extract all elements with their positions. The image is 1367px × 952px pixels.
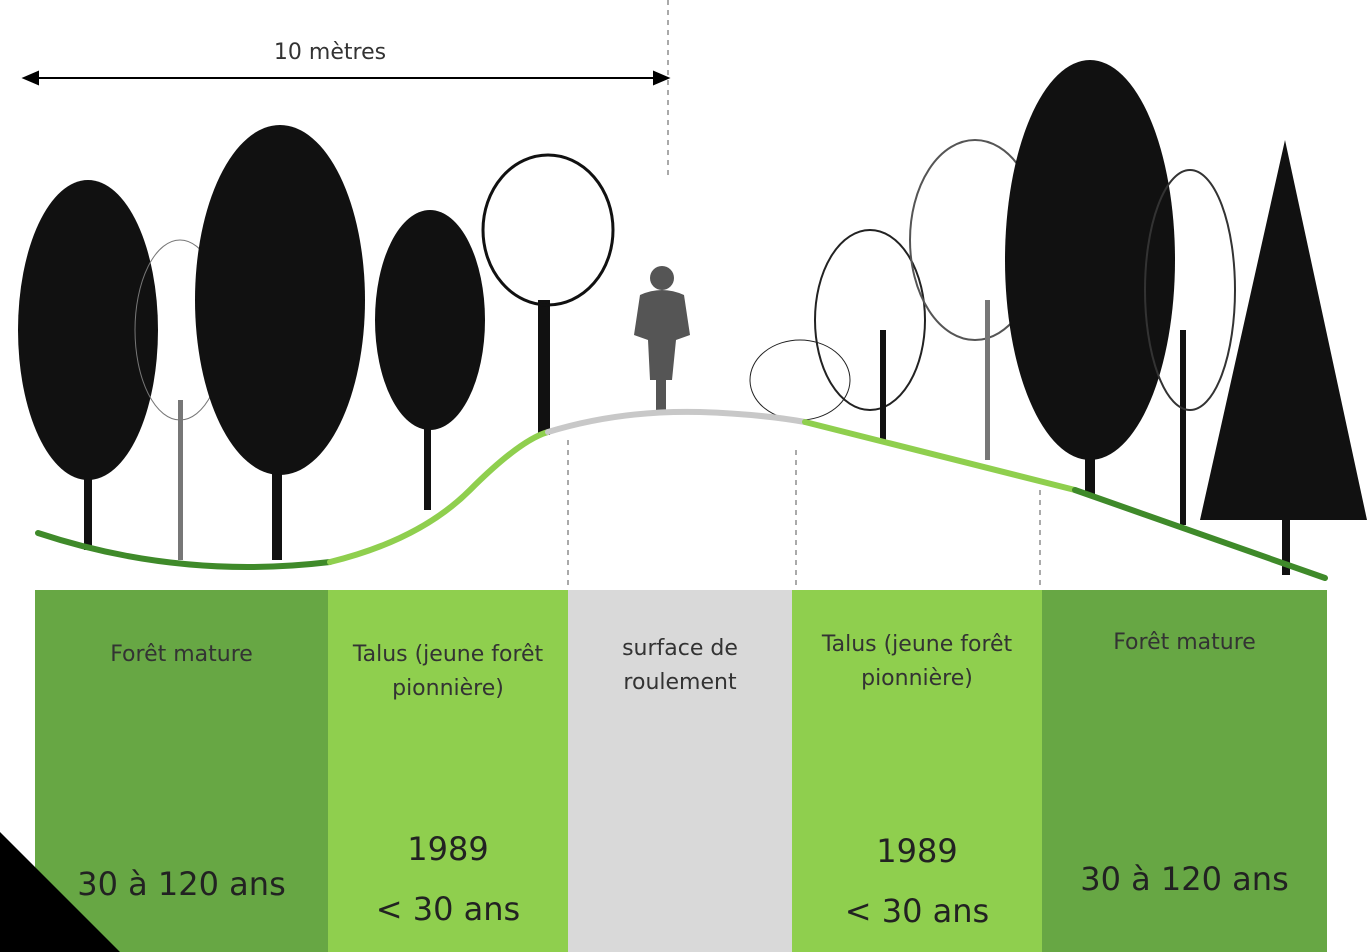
zone-year: 1989 — [792, 832, 1042, 870]
zone: Talus (jeune forêt pionnière) 1989 < 30 … — [328, 590, 568, 952]
zone-age: < 30 ans — [328, 890, 568, 928]
zone-age: < 30 ans — [792, 892, 1042, 930]
corner-shape — [0, 832, 120, 952]
zone: Talus (jeune forêt pionnière) 1989 < 30 … — [792, 590, 1042, 952]
trees — [18, 60, 1367, 575]
zone-label: Talus (jeune forêt pionnière) — [817, 628, 1017, 696]
zone-year: 1989 — [328, 830, 568, 868]
zone: surface de roulement — [568, 590, 792, 952]
zone-age: 30 à 120 ans — [1042, 860, 1327, 898]
diagram: 10 mètres Forêt mature 30 à 120 ans Talu… — [0, 0, 1367, 952]
zone-label: Talus (jeune forêt pionnière) — [348, 638, 548, 706]
scale-label: 10 mètres — [230, 40, 430, 65]
zone-label: Forêt mature — [82, 638, 282, 672]
zone: Forêt mature 30 à 120 ans — [1042, 590, 1327, 952]
zone-label: surface de roulement — [600, 632, 760, 700]
zone-label: Forêt mature — [1085, 626, 1285, 660]
scale-arrow — [24, 72, 668, 84]
cyclist — [634, 266, 690, 412]
dividers — [568, 0, 1040, 585]
